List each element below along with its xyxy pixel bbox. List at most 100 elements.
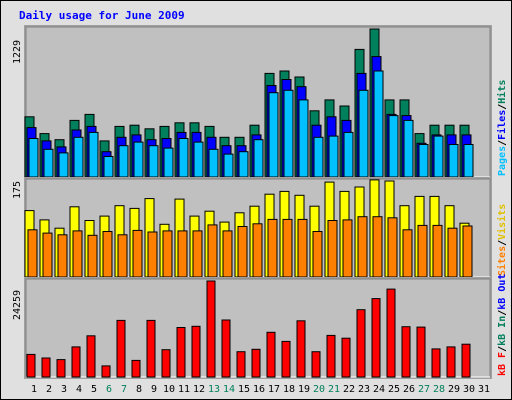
x-tick-label: 2 — [46, 384, 52, 395]
kbf-bar — [446, 346, 456, 378]
x-tick-label: 9 — [151, 384, 157, 395]
sites-bar — [192, 230, 203, 278]
kbytes-panel — [24, 277, 492, 379]
legend-kbf: kB F — [497, 352, 508, 376]
x-tick-label: 8 — [136, 384, 142, 395]
x-tick-label: 11 — [178, 384, 190, 395]
pages-bar — [388, 115, 399, 178]
sites-bar — [267, 218, 278, 278]
kbf-bar — [266, 331, 276, 378]
visits-panel-legend: Sites/Visits — [496, 204, 508, 276]
x-tick-label: 17 — [268, 384, 280, 395]
x-tick-label: 15 — [238, 384, 250, 395]
sites-bar — [207, 224, 218, 278]
sites-bar — [402, 229, 413, 278]
sites-bar — [57, 234, 68, 278]
kbf-bar — [461, 343, 471, 378]
pages-bar — [358, 89, 369, 178]
kbf-bar — [56, 359, 66, 378]
kbf-bar — [311, 351, 321, 378]
kbf-bar — [236, 351, 246, 378]
x-tick-label: 1 — [31, 384, 37, 395]
x-tick-label: 12 — [193, 384, 205, 395]
pages-bar — [103, 156, 114, 178]
x-tick-label: 3 — [61, 384, 67, 395]
pages-bar — [163, 147, 174, 178]
kbf-bar — [86, 335, 96, 378]
kbf-bar — [116, 319, 126, 378]
legend-sites: Sites — [496, 246, 508, 276]
x-tick-label: 29 — [448, 384, 460, 395]
kbf-bar — [176, 327, 186, 378]
sites-bar — [132, 229, 143, 278]
sites-bar — [327, 220, 338, 278]
sites-bar — [222, 230, 233, 278]
kbf-bar — [131, 359, 141, 378]
x-tick-label: 19 — [298, 384, 310, 395]
pages-bar — [253, 139, 264, 178]
sites-bar — [312, 231, 323, 278]
legend-hits: Hits — [496, 80, 508, 104]
sites-bar — [42, 232, 53, 278]
sites-bar — [417, 224, 428, 278]
visits-sites-panel — [24, 177, 492, 279]
kbf-bar — [341, 337, 351, 378]
pages-bar — [328, 135, 339, 178]
x-tick-label: 7 — [121, 384, 127, 395]
x-tick-label: 27 — [418, 384, 430, 395]
kbf-bar — [101, 365, 111, 378]
x-tick-label: 14 — [223, 384, 235, 395]
x-tick-label: 13 — [208, 384, 220, 395]
x-tick-label: 10 — [163, 384, 175, 395]
sites-bar — [117, 234, 128, 278]
pages-bar — [433, 135, 444, 178]
pages-bar — [223, 153, 234, 178]
x-tick-label: 24 — [373, 384, 385, 395]
kbf-bar — [146, 319, 156, 378]
kbf-bar — [386, 288, 396, 378]
pages-bar — [178, 138, 189, 178]
pages-bar — [268, 92, 279, 178]
pages-bar — [298, 99, 309, 178]
sites-bar — [237, 226, 248, 278]
pages-bar — [58, 152, 69, 178]
pages-bar — [418, 144, 429, 178]
kb-panel-legend: kB F/kB In/kB Out — [497, 274, 508, 376]
legend-pages: Pages — [497, 146, 508, 176]
x-tick-label: 22 — [343, 384, 355, 395]
x-tick-label: 23 — [358, 384, 370, 395]
hits-panel-ymax-label: 1229 — [12, 40, 23, 64]
sites-bar — [87, 234, 98, 278]
sites-bar — [387, 217, 398, 278]
sites-bar — [177, 230, 188, 278]
x-tick-label: 6 — [106, 384, 112, 395]
legend-kbin: kB In — [497, 316, 508, 346]
x-tick-label: 25 — [388, 384, 400, 395]
x-tick-label: 21 — [328, 384, 340, 395]
pages-bar — [448, 144, 459, 178]
x-tick-label: 4 — [76, 384, 82, 395]
pages-bar — [463, 144, 474, 178]
kbf-bar — [206, 280, 216, 378]
sites-bar — [297, 218, 308, 278]
x-tick-label: 20 — [313, 384, 325, 395]
kb-panel-ymax-label: 24259 — [12, 290, 23, 320]
sites-bar — [372, 216, 383, 278]
kbf-bar — [401, 326, 411, 378]
kbf-bar — [26, 353, 36, 378]
chart-title: Daily usage for June 2009 — [19, 9, 185, 22]
sites-bar — [432, 224, 443, 278]
sites-bar — [27, 229, 38, 278]
pages-bar — [43, 148, 54, 178]
pages-bar — [118, 145, 129, 178]
kbf-bar — [296, 320, 306, 378]
x-tick-label: 5 — [91, 384, 97, 395]
x-tick-label: 30 — [463, 384, 475, 395]
kbf-bar — [221, 319, 231, 378]
legend-visits: Visits — [496, 204, 508, 240]
pages-bar — [148, 145, 159, 178]
pages-bar — [343, 131, 354, 178]
legend-kbout: kB Out — [497, 274, 508, 310]
x-tick-label: 18 — [283, 384, 295, 395]
hits-panel-legend: Pages/Files/Hits — [496, 80, 508, 176]
